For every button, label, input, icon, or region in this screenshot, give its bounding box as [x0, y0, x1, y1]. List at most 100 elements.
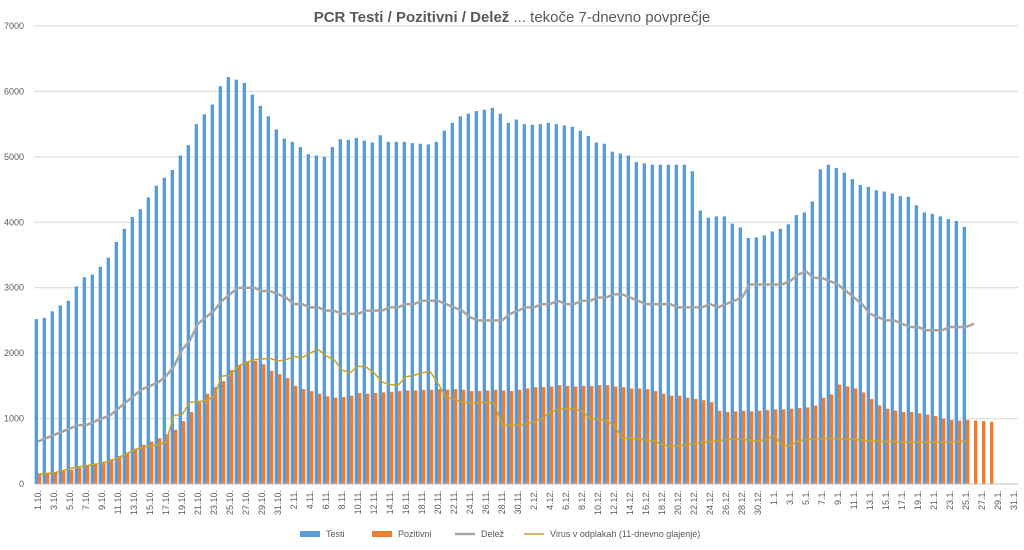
bar-testi — [154, 185, 158, 484]
bar-pozitivni — [830, 394, 834, 484]
bar-testi — [306, 154, 310, 485]
bar-testi — [618, 153, 622, 485]
bar-pozitivni — [742, 410, 746, 484]
x-tick-label: 25.1. — [961, 490, 971, 510]
bar-testi — [610, 151, 614, 484]
bar-testi — [818, 169, 822, 484]
bar-testi — [802, 212, 806, 484]
bar-testi — [842, 172, 846, 484]
bar-pozitivni — [726, 412, 730, 484]
bar-pozitivni — [958, 420, 962, 484]
bar-testi — [354, 137, 358, 484]
bar-testi — [58, 305, 62, 484]
legend-swatch — [300, 531, 320, 537]
bar-testi — [890, 193, 894, 485]
bar-pozitivni — [678, 395, 682, 484]
y-tick-label: 2000 — [4, 348, 24, 358]
x-tick-label: 7.1. — [817, 490, 827, 505]
x-tick-label: 26.12. — [721, 490, 731, 515]
bar-pozitivni — [230, 370, 234, 484]
bar-pozitivni — [966, 419, 970, 484]
x-tick-label: 14.11. — [385, 490, 395, 514]
chart-title-rest: ... tekoče 7-dnevno povprečje — [509, 9, 710, 26]
x-tick-label: 15.10. — [145, 490, 155, 515]
bar-testi — [850, 179, 854, 485]
bar-testi — [450, 122, 454, 484]
bar-pozitivni — [590, 385, 594, 484]
bar-testi — [226, 77, 230, 484]
bar-pozitivni — [614, 386, 618, 484]
bar-testi — [674, 164, 678, 485]
bar-testi — [314, 155, 318, 484]
bar-testi — [794, 215, 798, 485]
bar-pozitivni — [622, 387, 626, 484]
bar-testi — [194, 124, 198, 485]
x-tick-label: 22.12. — [689, 490, 699, 515]
bar-testi — [466, 113, 470, 484]
bar-pozitivni — [446, 389, 450, 484]
bar-testi — [658, 164, 662, 485]
bar-testi — [866, 186, 870, 484]
y-tick-label: 3000 — [4, 283, 24, 293]
x-tick-label: 30.11. — [513, 490, 523, 514]
bar-pozitivni — [110, 459, 114, 484]
x-tick-label: 29.1. — [993, 490, 1003, 510]
bar-pozitivni — [118, 455, 122, 484]
bar-pozitivni — [502, 390, 506, 484]
bar-pozitivni — [478, 391, 482, 484]
y-axis-ticks: 0 1000 2000 3000 4000 5000 6000 7000 — [4, 21, 24, 489]
x-tick-label: 17.1. — [897, 490, 907, 510]
bar-pozitivni — [510, 391, 514, 484]
bar-pozitivni — [574, 386, 578, 484]
bar-pozitivni — [526, 388, 530, 484]
bar-testi — [786, 224, 790, 484]
bar-testi — [922, 212, 926, 484]
bar-testi — [442, 130, 446, 484]
bar-testi — [754, 237, 758, 484]
bar-testi — [274, 129, 278, 484]
x-tick-label: 27.1. — [977, 490, 987, 510]
bar-testi — [698, 210, 702, 484]
bar-testi — [490, 107, 494, 485]
bar-testi — [898, 196, 902, 484]
bar-testi — [162, 177, 166, 484]
bar-pozitivni — [358, 393, 362, 484]
x-tick-label: 13.10. — [129, 490, 139, 515]
bar-pozitivni — [534, 387, 538, 484]
bar-pozitivni — [54, 472, 58, 484]
x-tick-label: 11.1. — [849, 490, 859, 509]
bar-pozitivni — [286, 378, 290, 484]
x-tick-label: 18.12. — [657, 490, 667, 515]
y-tick-label: 1000 — [4, 414, 24, 424]
x-tick-label: 12.12. — [609, 490, 619, 515]
bar-testi — [234, 79, 238, 484]
x-tick-label: 23.10. — [209, 490, 219, 515]
bar-pozitivni — [198, 402, 202, 484]
bar-pozitivni — [342, 396, 346, 484]
bar-pozitivni — [886, 408, 890, 484]
bar-pozitivni — [654, 391, 658, 484]
bar-pozitivni — [414, 390, 418, 484]
bar-pozitivni — [950, 419, 954, 484]
bar-testi — [250, 94, 254, 484]
bar-pozitivni — [518, 389, 522, 484]
y-tick-label: 6000 — [4, 86, 24, 96]
bar-testi — [322, 156, 326, 484]
bar-pozitivni — [438, 389, 442, 484]
bar-pozitivni — [774, 409, 778, 484]
bar-testi — [170, 169, 174, 484]
x-tick-label: 16.12. — [641, 490, 651, 515]
bar-pozitivni — [710, 402, 714, 484]
x-tick-label: 24.12. — [705, 490, 715, 515]
bar-testi — [98, 266, 102, 484]
bar-pozitivni — [94, 463, 98, 484]
x-tick-label: 7.10. — [81, 490, 91, 510]
x-tick-label: 3.10. — [49, 490, 59, 510]
bar-testi — [858, 184, 862, 484]
bar-pozitivni — [470, 391, 474, 484]
x-tick-label: 2.11. — [289, 490, 299, 509]
bar-pozitivni — [902, 412, 906, 484]
bar-testi — [634, 162, 638, 484]
x-tick-label: 23.1. — [945, 490, 955, 510]
x-tick-label: 4.11. — [305, 490, 315, 509]
